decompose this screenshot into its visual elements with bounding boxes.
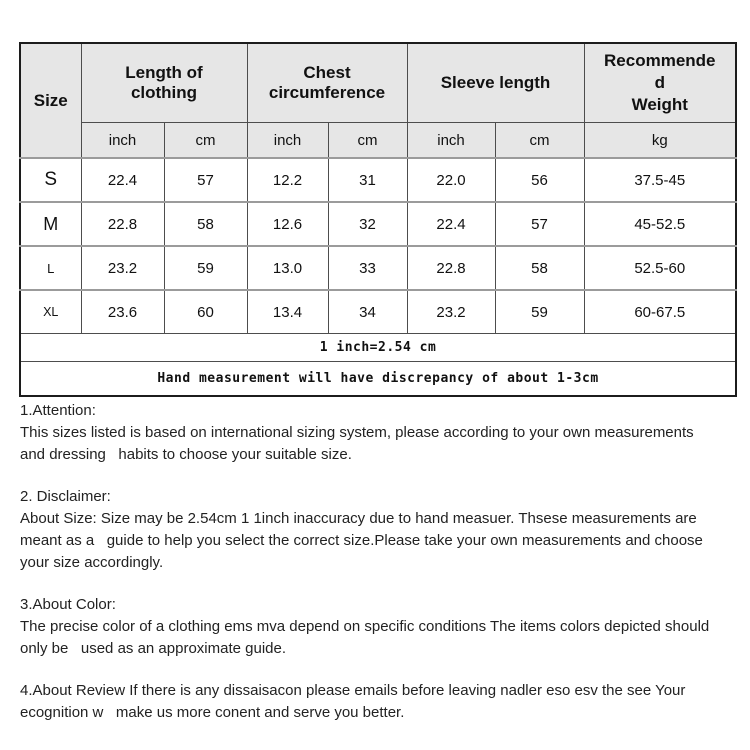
info-sections: 1.Attention: This sizes listed is based … [20, 400, 744, 744]
col-header-chest-circumference: Chest circumference [246, 42, 408, 123]
section-body: This sizes listed is based on internatio… [20, 424, 694, 463]
table-cell: 31 [327, 157, 408, 203]
section-heading: 3.About Color: [20, 596, 116, 613]
table-row-size-xl: XL 23.6 60 13.4 34 23.2 59 60-67.5 [19, 289, 737, 334]
section-about-review: 4.About Review If there is any dissaisac… [20, 680, 744, 724]
table-header-row: Size Length of clothing Chest circumfere… [19, 42, 737, 159]
table-cell: 12.2 [246, 157, 329, 203]
table-cell: 58 [494, 245, 585, 291]
size-cell: S [19, 157, 82, 203]
table-row-size-s: S 22.4 57 12.2 31 22.0 56 37.5-45 [19, 157, 737, 203]
table-cell: 22.8 [80, 201, 165, 247]
table-cell: 56 [494, 157, 585, 203]
col-header-sleeve-length: Sleeve length [406, 42, 585, 123]
table-cell: 57 [494, 201, 585, 247]
table-unit-row: inch cm inch cm inch cm kg [20, 122, 737, 159]
table-cell: 22.8 [406, 245, 496, 291]
table-cell: 22.0 [406, 157, 496, 203]
section-attention: 1.Attention: This sizes listed is based … [20, 400, 744, 466]
table-cell: 52.5-60 [583, 245, 737, 291]
table-cell: 60 [163, 289, 248, 334]
table-cell: 22.4 [80, 157, 165, 203]
col-header-size: Size [19, 42, 82, 159]
table-row-size-l: L 23.2 59 13.0 33 22.8 58 52.5-60 [19, 245, 737, 291]
unit-header-inch: inch [406, 122, 496, 159]
size-chart-table: Size Length of clothing Chest circumfere… [19, 42, 738, 397]
table-cell: 59 [494, 289, 585, 334]
table-cell: 13.4 [246, 289, 329, 334]
table-row-size-m: M 22.8 58 12.6 32 22.4 57 45-52.5 [19, 201, 737, 247]
section-about-color: 3.About Color: The precise color of a cl… [20, 594, 744, 660]
unit-header-cm: cm [163, 122, 248, 159]
table-cell: 58 [163, 201, 248, 247]
table-cell: 60-67.5 [583, 289, 737, 334]
table-note-inch-conversion: 1 inch=2.54 cm [19, 333, 737, 362]
unit-header-cm: cm [327, 122, 408, 159]
unit-header-cm: cm [494, 122, 585, 159]
table-cell: 33 [327, 245, 408, 291]
table-cell: 23.2 [406, 289, 496, 334]
table-cell: 59 [163, 245, 248, 291]
size-cell: L [19, 245, 82, 291]
section-disclaimer: 2. Disclaimer: About Size: Size may be 2… [20, 486, 744, 574]
unit-header-inch: inch [246, 122, 329, 159]
table-cell: 34 [327, 289, 408, 334]
section-heading: 2. Disclaimer: [20, 488, 111, 505]
section-body: About Size: Size may be 2.54cm 1 1inch i… [20, 510, 703, 571]
table-cell: 45-52.5 [583, 201, 737, 247]
size-cell: XL [19, 289, 82, 334]
table-cell: 22.4 [406, 201, 496, 247]
table-cell: 23.2 [80, 245, 165, 291]
note-text: 1 inch=2.54 cm [19, 333, 737, 362]
table-note-measurement-discrepancy: Hand measurement will have discrepancy o… [19, 361, 737, 397]
section-body: 4.About Review If there is any dissaisac… [20, 682, 686, 721]
table-cell: 23.6 [80, 289, 165, 334]
unit-header-inch: inch [80, 122, 165, 159]
col-header-length-of-clothing: Length of clothing [80, 42, 248, 123]
table-cell: 37.5-45 [583, 157, 737, 203]
section-heading: 1.Attention: [20, 402, 96, 419]
section-body: The precise color of a clothing ems mva … [20, 618, 710, 657]
note-text: Hand measurement will have discrepancy o… [19, 361, 737, 397]
size-cell: M [19, 201, 82, 247]
table-cell: 57 [163, 157, 248, 203]
table-cell: 32 [327, 201, 408, 247]
col-header-recommended-weight: Recommende d Weight [583, 42, 737, 123]
unit-header-kg: kg [583, 122, 737, 159]
size-chart-table-container: Size Length of clothing Chest circumfere… [19, 42, 738, 397]
table-cell: 12.6 [246, 201, 329, 247]
table-cell: 13.0 [246, 245, 329, 291]
